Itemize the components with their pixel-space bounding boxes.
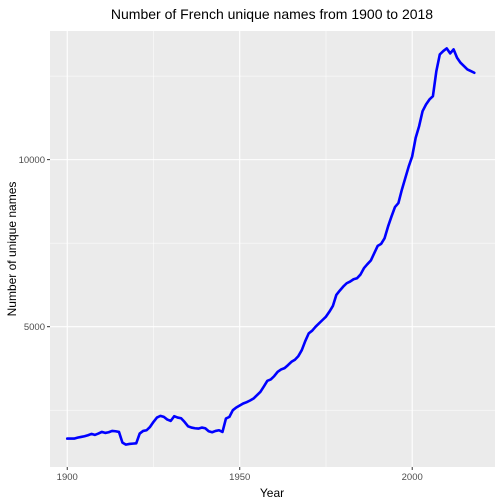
y-tick-label: 5000 bbox=[24, 322, 45, 333]
grid-layer bbox=[50, 31, 495, 467]
x-tick-label: 2000 bbox=[402, 472, 423, 483]
tick-layer: 1900 1950 2000 5000 10000 bbox=[19, 155, 423, 483]
y-tick-label: 10000 bbox=[19, 155, 45, 166]
series-layer bbox=[65, 47, 476, 446]
x-tick-label: 1950 bbox=[229, 472, 250, 483]
y-axis-title: Number of unique names bbox=[5, 182, 19, 317]
x-axis-title: Year bbox=[260, 486, 284, 500]
plot-panel bbox=[50, 31, 495, 467]
x-tick-label: 1900 bbox=[57, 472, 78, 483]
series-line bbox=[65, 47, 476, 446]
chart-title: Number of French unique names from 1900 … bbox=[111, 6, 433, 22]
